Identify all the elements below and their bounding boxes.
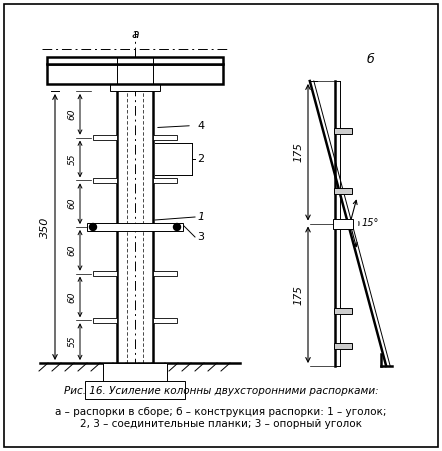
Bar bbox=[93, 135, 117, 140]
Bar bbox=[334, 128, 352, 134]
Bar bbox=[93, 178, 117, 183]
Bar bbox=[153, 318, 177, 323]
Bar bbox=[87, 223, 183, 231]
Bar bbox=[47, 57, 223, 64]
Bar bbox=[47, 64, 223, 84]
Bar bbox=[110, 84, 160, 91]
Circle shape bbox=[174, 224, 180, 230]
Bar bbox=[153, 178, 177, 183]
Text: 350: 350 bbox=[40, 216, 50, 238]
Text: 55: 55 bbox=[68, 153, 76, 165]
Bar bbox=[93, 225, 117, 230]
Bar bbox=[333, 218, 353, 229]
Text: 60: 60 bbox=[68, 109, 76, 120]
Text: Рис. 16. Усиление колонны двухсторонними распорками:: Рис. 16. Усиление колонны двухсторонними… bbox=[64, 386, 378, 396]
Text: 15°: 15° bbox=[361, 218, 379, 229]
Bar bbox=[103, 363, 167, 381]
Text: 60: 60 bbox=[68, 291, 76, 303]
Text: 1: 1 bbox=[197, 212, 204, 222]
Text: а – распорки в сборе; б – конструкция распорки: 1 – уголок;
2, 3 – соединительны: а – распорки в сборе; б – конструкция ра… bbox=[55, 407, 387, 428]
Bar bbox=[153, 225, 177, 230]
Text: 3: 3 bbox=[197, 232, 204, 242]
Text: 60: 60 bbox=[68, 244, 76, 256]
Text: 175: 175 bbox=[293, 285, 303, 305]
Bar bbox=[334, 188, 352, 194]
Text: б: б bbox=[366, 53, 374, 66]
Bar bbox=[153, 135, 177, 140]
Text: 60: 60 bbox=[68, 198, 76, 209]
Text: 2: 2 bbox=[197, 154, 204, 164]
Bar bbox=[93, 271, 117, 276]
Bar bbox=[334, 308, 352, 314]
Bar bbox=[85, 381, 185, 399]
Text: 55: 55 bbox=[68, 336, 76, 347]
Text: 175: 175 bbox=[293, 143, 303, 162]
Text: 4: 4 bbox=[197, 120, 204, 131]
Bar bbox=[334, 343, 352, 349]
Bar bbox=[153, 271, 177, 276]
Text: а: а bbox=[131, 28, 139, 41]
Circle shape bbox=[89, 224, 96, 230]
Bar bbox=[93, 318, 117, 323]
